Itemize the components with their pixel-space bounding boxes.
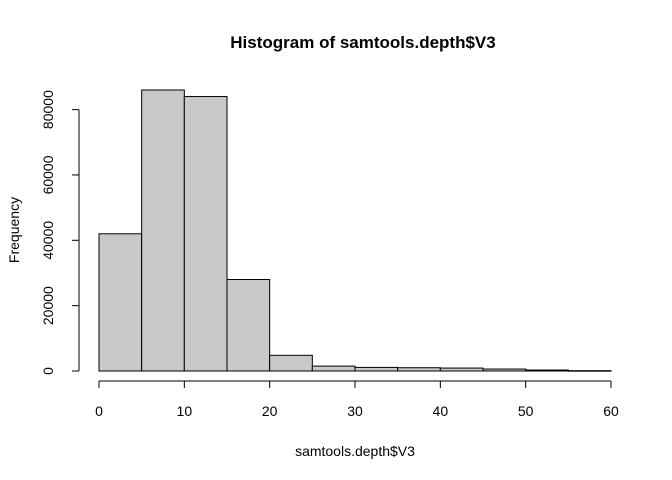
x-tick-label-0: 0 [95, 403, 103, 419]
x-tick-label-2: 20 [262, 403, 278, 419]
histogram-bar-10 [525, 369, 569, 372]
y-axis: 0 20000 40000 60000 80000 [40, 90, 80, 375]
histogram-bar-8 [439, 367, 484, 372]
y-tick-label-3: 60000 [40, 155, 56, 194]
histogram-bar-5 [311, 365, 356, 372]
histogram-bar-11 [567, 370, 612, 372]
y-tick-label-0: 0 [40, 367, 56, 375]
y-tick-label-4: 80000 [40, 90, 56, 129]
x-axis: 0 10 20 30 40 50 60 [95, 380, 619, 419]
histogram-bar-7 [397, 367, 441, 372]
chart-title: Histogram of samtools.depth$V3 [230, 33, 495, 52]
histogram-bar-9 [482, 368, 527, 372]
histogram-bar-4 [269, 354, 313, 372]
histogram-bar-6 [354, 366, 399, 372]
y-tick-label-2: 40000 [40, 221, 56, 260]
histogram-bar-3 [226, 279, 271, 372]
histogram-bar-2 [183, 96, 228, 372]
histogram-bar-0 [98, 233, 143, 372]
x-tick-label-5: 50 [518, 403, 534, 419]
bars-group [98, 89, 612, 372]
x-tick-label-6: 60 [603, 403, 619, 419]
x-tick-label-3: 30 [347, 403, 363, 419]
x-tick-label-4: 40 [433, 403, 449, 419]
x-tick-label-1: 10 [177, 403, 193, 419]
y-axis-label: Frequency [6, 197, 22, 263]
histogram-bar-1 [141, 89, 185, 372]
y-tick-label-1: 20000 [40, 286, 56, 325]
x-axis-label: samtools.depth$V3 [295, 443, 415, 459]
